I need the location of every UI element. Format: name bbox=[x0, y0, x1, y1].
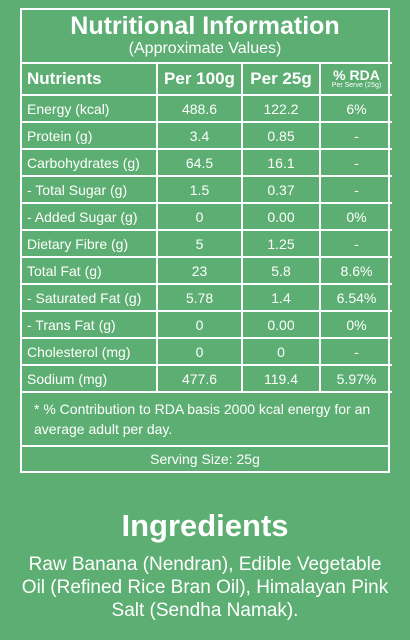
nutrient-value: 5.78 bbox=[156, 283, 243, 312]
serving-size: Serving Size: 25g bbox=[150, 451, 260, 467]
column-header: Per 25g bbox=[241, 62, 321, 96]
rda-note: Per Serve (25g) bbox=[331, 81, 382, 89]
title: Nutritional Information bbox=[70, 12, 340, 40]
nutrient-row: - Saturated Fat (g) 5.78 1.4 6.54% bbox=[22, 283, 392, 312]
nutrient-value: 1.25 bbox=[241, 229, 321, 258]
nutrient-value: 3.4 bbox=[156, 121, 243, 150]
nutrient-name: - Trans Fat (g) bbox=[22, 310, 158, 339]
nutrient-name: - Saturated Fat (g) bbox=[22, 283, 158, 312]
nutrient-value: 122.2 bbox=[241, 94, 321, 123]
nutrient-value: 64.5 bbox=[156, 148, 243, 177]
nutrient-name: Sodium (mg) bbox=[22, 364, 158, 393]
ingredients-line: Salt (Sendha Namak). bbox=[111, 600, 299, 621]
nutrition-table: Nutrients Per 100g Per 25g % RDA Per Serve (… bbox=[22, 62, 392, 393]
nutrient-value: 23 bbox=[156, 256, 243, 285]
nutrient-value: - bbox=[319, 175, 392, 204]
nutrient-value: 1.4 bbox=[241, 283, 321, 312]
nutrient-value: 0.00 bbox=[241, 310, 321, 339]
nutrient-value: 0 bbox=[241, 337, 321, 366]
nutrition-panel: Nutritional Information (Approximate Val… bbox=[20, 8, 392, 473]
nutrient-value: 5.8 bbox=[241, 256, 321, 285]
nutrient-name: Protein (g) bbox=[22, 121, 158, 150]
column-header-text: Nutrients bbox=[27, 69, 102, 88]
nutrient-row: Cholesterol (mg) 0 0- bbox=[22, 337, 392, 366]
nutrient-value: 0% bbox=[319, 202, 392, 231]
column-header-text: Per 25g bbox=[250, 69, 312, 88]
nutrient-value: 488.6 bbox=[156, 94, 243, 123]
nutrient-value: - bbox=[319, 229, 392, 258]
ingredients-title: Ingredients bbox=[121, 508, 289, 543]
header-row: Nutrients Per 100g Per 25g % RDA Per Serve (… bbox=[22, 62, 392, 96]
nutrient-value: 119.4 bbox=[241, 364, 321, 393]
nutrient-value: - bbox=[319, 337, 392, 366]
nutrient-value: 0% bbox=[319, 310, 392, 339]
nutrient-row: Carbohydrates (g) 64.5 16.1- bbox=[22, 148, 392, 177]
nutrient-value: 1.5 bbox=[156, 175, 243, 204]
nutrient-value: 0 bbox=[156, 337, 243, 366]
footnote: * % Contribution to RDA basis 2000 kcal … bbox=[22, 393, 388, 447]
nutrient-name: Energy (kcal) bbox=[22, 94, 158, 123]
nutrient-row: - Total Sugar (g) 1.5 0.37- bbox=[22, 175, 392, 204]
column-header-text: % RDA bbox=[333, 66, 380, 83]
ingredients-text: Raw Banana (Nendran), Edible Vegetable Oi… bbox=[0, 553, 410, 622]
column-header: Per 100g bbox=[156, 62, 243, 96]
nutrient-value: - bbox=[319, 121, 392, 150]
nutrient-value: 5.97% bbox=[319, 364, 392, 393]
nutrient-name: - Total Sugar (g) bbox=[22, 175, 158, 204]
nutrient-value: 0 bbox=[156, 310, 243, 339]
nutrient-value: 6.54% bbox=[319, 283, 392, 312]
ingredients-line: Oil (Refined Rice Bran Oil), Himalayan P… bbox=[21, 577, 389, 598]
nutrient-value: 0.00 bbox=[241, 202, 321, 231]
nutrient-value: 0.37 bbox=[241, 175, 321, 204]
nutrient-row: Sodium (mg) 477.6 119.4 5.97% bbox=[22, 364, 392, 393]
nutrient-row: Energy (kcal) 488.6 122.2 6% bbox=[22, 94, 392, 123]
nutrient-row: - Trans Fat (g) 0 0.00 0% bbox=[22, 310, 392, 339]
column-header: Nutrients bbox=[22, 62, 158, 96]
nutrient-row: Dietary Fibre (g) 5 1.25- bbox=[22, 229, 392, 258]
nutrient-value: 5 bbox=[156, 229, 243, 258]
nutrient-name: Cholesterol (mg) bbox=[22, 337, 158, 366]
nutrient-value: 16.1 bbox=[241, 148, 321, 177]
nutrient-value: 8.6% bbox=[319, 256, 392, 285]
nutrient-name: Carbohydrates (g) bbox=[22, 148, 158, 177]
column-header: % RDA Per Serve (25g) bbox=[319, 62, 392, 96]
nutrient-row: Total Fat (g) 23 5.8 8.6% bbox=[22, 256, 392, 285]
nutrient-name: - Added Sugar (g) bbox=[22, 202, 158, 231]
ingredients-line: Raw Banana (Nendran), Edible Vegetable bbox=[28, 554, 382, 575]
nutrient-name: Dietary Fibre (g) bbox=[22, 229, 158, 258]
nutrient-row: - Added Sugar (g) 0 0.00 0% bbox=[22, 202, 392, 231]
nutrient-value: 0 bbox=[156, 202, 243, 231]
nutrient-name: Total Fat (g) bbox=[22, 256, 158, 285]
nutrient-value: 0.85 bbox=[241, 121, 321, 150]
column-header-text: Per 100g bbox=[164, 69, 235, 88]
nutrient-value: - bbox=[319, 148, 392, 177]
nutrient-value: 477.6 bbox=[156, 364, 243, 393]
nutrient-row: Protein (g) 3.4 0.85- bbox=[22, 121, 392, 150]
nutrient-value: 6% bbox=[319, 94, 392, 123]
subtitle: (Approximate Values) bbox=[128, 40, 282, 57]
